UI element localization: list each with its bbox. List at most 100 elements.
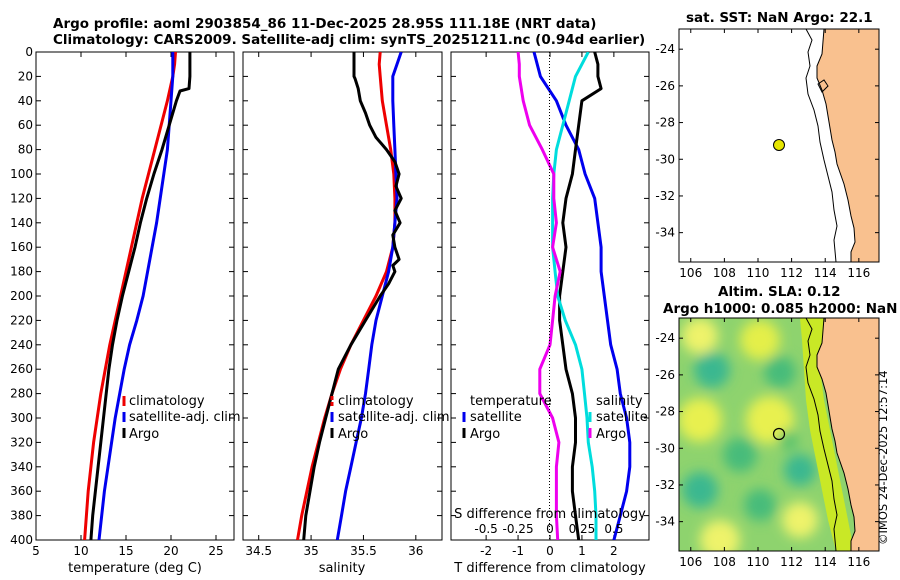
altim-shelf-band	[800, 318, 854, 551]
map-x-tick-label: 116	[847, 266, 870, 280]
x-tick-label: 2	[610, 544, 618, 558]
salinity-xlabel: salinity	[319, 561, 366, 576]
map-y-tick-label: -28	[655, 405, 675, 419]
legend-label-climatology: climatology	[338, 394, 414, 409]
x-tick-label: 25	[208, 544, 223, 558]
y-tick-label: 320	[10, 435, 33, 449]
map-y-tick-label: -26	[655, 79, 675, 93]
altim-blob-yellow	[740, 320, 780, 360]
sst-map-land	[816, 29, 879, 262]
y-tick-label: 380	[10, 509, 33, 523]
sst-map-argo-marker	[773, 139, 785, 151]
altim-blob-green	[784, 454, 816, 486]
map-x-tick-label: 116	[847, 555, 870, 569]
t-diff-xlabel: T difference from climatology	[453, 561, 646, 576]
map-y-tick-label: -34	[655, 515, 675, 529]
map-x-tick-label: 108	[713, 266, 736, 280]
x-tick-label: 35	[303, 544, 318, 558]
legend-label-argo: Argo	[129, 427, 159, 442]
series-line-argo	[302, 52, 403, 540]
s-tick-label: 0.5	[604, 522, 623, 536]
x-tick-label: 35.5	[350, 544, 377, 558]
y-tick-label: 0	[25, 45, 33, 59]
x-tick-label: 36	[408, 544, 423, 558]
map-y-tick-label: -30	[655, 152, 675, 166]
y-tick-label: 260	[10, 362, 33, 376]
legend-label-satellite: satellite-adj. clim	[129, 410, 241, 425]
y-tick-label: 300	[10, 411, 33, 425]
sst-map	[678, 28, 880, 263]
map-x-tick-label: 112	[780, 555, 803, 569]
y-tick-label: 160	[10, 240, 33, 254]
series-group	[296, 52, 403, 540]
y-tick-label: 220	[10, 313, 33, 327]
y-tick-label: 40	[18, 94, 33, 108]
s-tick-label: -0.25	[503, 522, 534, 536]
y-tick-label: 120	[10, 191, 33, 205]
sst-map-ticks: 106 108 110 112 114 116 -24 -26 -28 -30 -32 -34	[655, 29, 879, 280]
map-x-tick-label: 114	[814, 266, 837, 280]
altim-land	[816, 318, 879, 551]
title-line-2: Climatology: CARS2009. Satellite-adj cli…	[53, 32, 646, 48]
altim-map-argo-marker	[772, 427, 786, 441]
altim-blob-yellow	[682, 318, 718, 354]
y-tick-label: 200	[10, 289, 33, 303]
series-line-climatology	[296, 52, 397, 540]
altim-map-frame	[678, 317, 880, 552]
x-tick-label: 34.5	[245, 544, 272, 558]
legend-label-t-satellite: satellite	[470, 410, 522, 425]
x-tick-label: 1	[578, 544, 586, 558]
altim-blob-green	[723, 438, 757, 472]
legend-title-temperature: temperature	[470, 394, 552, 409]
map-x-tick-label: 106	[679, 555, 702, 569]
altim-blob-yellow	[700, 520, 740, 551]
x-tick-label: 10	[73, 544, 88, 558]
salinity-legend: climatology satellite-adj. clim Argo	[330, 394, 450, 442]
altim-blob-green	[778, 430, 798, 450]
series-group	[516, 52, 632, 540]
map-y-tick-label: -28	[655, 116, 675, 130]
map-y-tick-label: -32	[655, 189, 675, 203]
y-tick-label: 60	[18, 118, 33, 132]
y-tick-label: 100	[10, 167, 33, 181]
title-line-1: Argo profile: aoml 2903854_86 11-Dec-202…	[53, 16, 597, 32]
series-line-s-satellite	[551, 52, 598, 540]
legend-label-argo: Argo	[338, 427, 368, 442]
altim-blob-green	[744, 489, 776, 521]
y-tick-label: 280	[10, 387, 33, 401]
altim-title-1: Altim. SLA: 0.12	[718, 284, 841, 300]
series-line-satellite-adj-clim	[97, 52, 175, 540]
altim-title-2: Argo h1000: 0.085 h2000: NaN	[663, 301, 898, 317]
difference-legend: temperature satellite Argo salinity sate…	[462, 394, 648, 442]
s-tick-label: -0.5	[474, 522, 497, 536]
series-line-argo	[89, 52, 192, 540]
altim-blob-yellow	[782, 502, 818, 538]
altim-blob-yellow	[679, 398, 722, 442]
temperature-plot: 5 10 15 20 25 0 20 40 60 80 100 120 140 160 180 200 220 2…	[10, 45, 234, 558]
map-x-tick-label: 106	[679, 266, 702, 280]
x-tick-label: 20	[163, 544, 178, 558]
salinity-axes-frame	[242, 51, 443, 541]
sst-map-title: sat. SST: NaN Argo: 22.1	[686, 10, 873, 26]
map-x-tick-label: 112	[780, 266, 803, 280]
series-line-t-satellite	[532, 52, 632, 540]
map-y-tick-label: -24	[655, 331, 675, 345]
y-tick-label: 180	[10, 265, 33, 279]
altim-blob-green	[682, 472, 718, 508]
temperature-legend: climatology satellite-adj. clim Argo	[122, 394, 241, 442]
altimetry-map	[678, 317, 880, 552]
map-y-tick-label: -26	[655, 368, 675, 382]
altim-map-ticks: 106 108 110 112 114 116 -24 -26 -28 -30 -32 -34	[655, 318, 879, 569]
map-y-tick-label: -32	[655, 478, 675, 492]
y-tick-label: 340	[10, 460, 33, 474]
sst-map-shelf-contour	[805, 29, 838, 262]
map-x-tick-label: 110	[747, 555, 770, 569]
temperature-xlabel: temperature (deg C)	[68, 561, 202, 576]
x-tick-label: 5	[32, 544, 40, 558]
map-x-tick-label: 108	[713, 555, 736, 569]
altim-blob-green	[764, 356, 796, 388]
salinity-plot: 34.5 35 35.5 36	[243, 51, 442, 558]
y-tick-label: 140	[10, 216, 33, 230]
map-x-tick-label: 110	[747, 266, 770, 280]
